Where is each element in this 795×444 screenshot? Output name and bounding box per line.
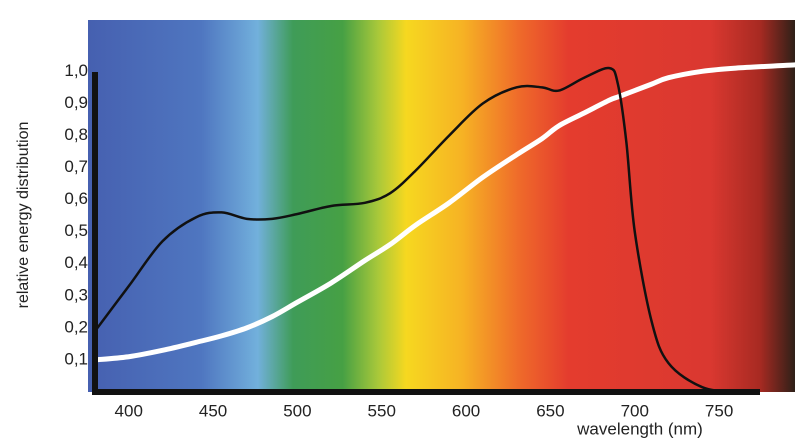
x-axis-label: wavelength (nm): [576, 419, 703, 438]
x-tick-label: 750: [705, 401, 733, 420]
x-tick-label: 450: [199, 401, 227, 420]
series-line: [93, 66, 738, 394]
y-tick-label: 0,7: [64, 157, 88, 176]
y-axis-label: relative energy distribution: [15, 122, 32, 309]
y-tick-label: 0,1: [64, 349, 88, 368]
x-tick-label: 400: [115, 401, 143, 420]
y-tick-label: 0,3: [64, 285, 88, 304]
y-tick-label: 1,0: [64, 61, 88, 80]
series-line: [92, 62, 795, 363]
x-tick-label: 700: [621, 401, 649, 420]
x-tick-label: 550: [368, 401, 396, 420]
y-tick-label: 0,8: [64, 125, 88, 144]
y-tick-label: 0,5: [64, 221, 88, 240]
y-tick-label: 0,4: [64, 253, 88, 272]
x-tick-label: 600: [452, 401, 480, 420]
y-tick-label: 0,2: [64, 317, 88, 336]
y-tick-label: 0,6: [64, 189, 88, 208]
x-tick-label: 650: [536, 401, 564, 420]
y-tick-label: 0,9: [64, 93, 88, 112]
x-tick-label: 500: [283, 401, 311, 420]
